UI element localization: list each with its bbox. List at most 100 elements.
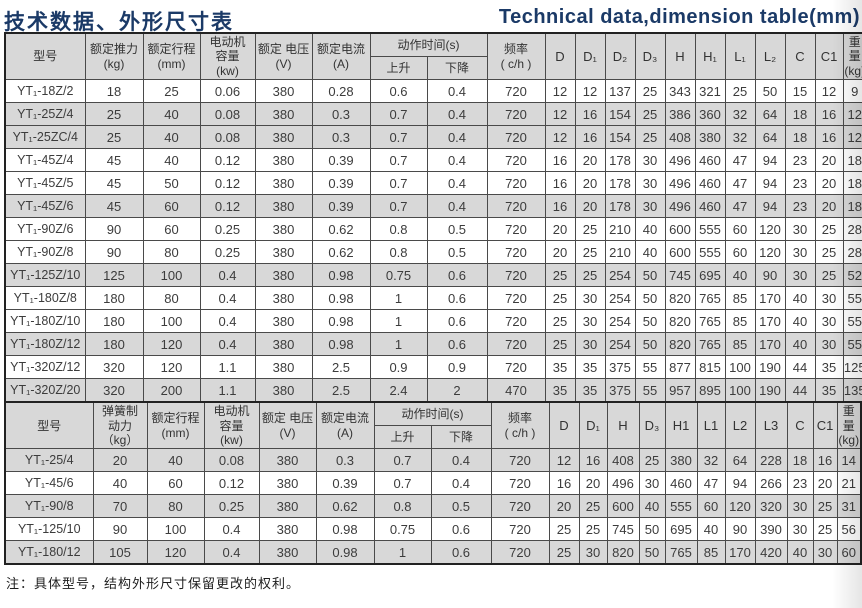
- col-header-fall: 下降: [426, 56, 488, 81]
- table-cell: 16: [548, 471, 580, 496]
- table-cell: 0.9: [369, 355, 428, 380]
- table-cell: 0.98: [315, 540, 375, 565]
- table-cell: 25: [638, 448, 666, 473]
- table-cell: 820: [606, 540, 640, 565]
- model-cell: YT₁-45Z/5: [4, 171, 86, 196]
- table-cell: 496: [664, 148, 696, 173]
- table-cell: 55: [842, 332, 862, 357]
- table-cell: 30: [784, 217, 816, 242]
- table-cell: 380: [254, 217, 313, 242]
- table-cell: 0.25: [203, 494, 260, 519]
- table-cell: 600: [664, 217, 696, 242]
- table-cell: 386: [664, 102, 696, 127]
- table-cell: 720: [486, 332, 546, 357]
- table-cell: 380: [254, 125, 313, 150]
- table-cell: 0.12: [203, 471, 260, 496]
- table-cell: 25: [544, 286, 576, 311]
- table-cell: 20: [544, 240, 576, 265]
- table-cell: 0.12: [199, 171, 256, 196]
- table-cell: 100: [142, 309, 201, 334]
- table-cell: 25: [814, 263, 844, 288]
- col-header-weight: 重量 (kg): [842, 32, 862, 81]
- table-cell: 94: [754, 194, 786, 219]
- table-cell: 0.6: [426, 309, 488, 334]
- table-cell: 32: [724, 125, 756, 150]
- col-header-dim-l2: L2: [724, 401, 756, 450]
- table-cell: 695: [664, 517, 698, 542]
- table-cell: 30: [786, 494, 814, 519]
- table-cell: 380: [694, 125, 726, 150]
- table-cell: 25: [578, 494, 608, 519]
- table-cell: 0.4: [430, 448, 492, 473]
- table-cell: 25: [634, 125, 666, 150]
- table-cell: 380: [254, 194, 313, 219]
- table-cell: 12: [544, 125, 576, 150]
- table-cell: 100: [724, 355, 756, 380]
- table-row: YT₁-125Z/10 125 100 0.4 380 0.98 0.75 0.6 720 25 2…: [4, 263, 862, 288]
- table-cell: 0.7: [369, 171, 428, 196]
- table-cell: 380: [254, 355, 313, 380]
- table-cell: 120: [146, 540, 205, 565]
- table-cell: 35: [544, 355, 576, 380]
- table-cell: 408: [606, 448, 640, 473]
- table-cell: 90: [84, 240, 144, 265]
- table-cell: 180: [84, 332, 144, 357]
- table-cell: 90: [92, 517, 148, 542]
- col-header-action-time: 动作时间(s): [369, 32, 488, 58]
- model-cell: YT₁-90Z/8: [4, 240, 86, 265]
- col-header-stroke: 额定行程 (mm): [142, 32, 201, 81]
- table-cell: 190: [754, 355, 786, 380]
- table-cell: 420: [754, 540, 788, 565]
- table-cell: 45: [84, 194, 144, 219]
- table-row: YT₁-18Z/2 18 25 0.06 380 0.28 0.6 0.4 720 12 12 137…: [4, 79, 862, 104]
- col-header-model: 型号: [4, 32, 86, 81]
- table-cell: 15: [784, 79, 816, 104]
- table-cell: 120: [142, 332, 201, 357]
- table-cell: 0.25: [199, 217, 256, 242]
- table-cell: 50: [634, 309, 666, 334]
- table-row: YT₁-320Z/20 320 200 1.1 380 2.5 2.4 2 470 35 35 375…: [4, 378, 862, 403]
- table-cell: 0.98: [311, 309, 371, 334]
- table-cell: 180: [84, 309, 144, 334]
- table-cell: 18: [784, 102, 816, 127]
- table-cell: 40: [724, 263, 756, 288]
- table-cell: 20: [92, 448, 148, 473]
- col-header-dim-d3: D₃: [638, 401, 666, 450]
- table-cell: 30: [784, 263, 816, 288]
- table-cell: 25: [544, 309, 576, 334]
- table-cell: 0.7: [369, 148, 428, 173]
- table-cell: 0.4: [203, 540, 260, 565]
- table-cell: 720: [490, 471, 550, 496]
- table-cell: 20: [814, 194, 844, 219]
- table-cell: 12: [548, 448, 580, 473]
- table-cell: 30: [634, 171, 666, 196]
- col-header-model: 型号: [4, 401, 94, 450]
- table-cell: 0.39: [311, 148, 371, 173]
- table-cell: 0.98: [311, 332, 371, 357]
- table-cell: 18: [842, 171, 862, 196]
- model-cell: YT₁-90Z/6: [4, 217, 86, 242]
- col-header-dim-l1: L₁: [724, 32, 756, 81]
- table-cell: 25: [84, 125, 144, 150]
- table-cell: 94: [724, 471, 756, 496]
- table-cell: 1: [369, 332, 428, 357]
- table-cell: 40: [146, 448, 205, 473]
- table-cell: 25: [724, 79, 756, 104]
- table-cell: 12: [574, 79, 606, 104]
- col-header-fall: 下降: [430, 425, 492, 450]
- table-cell: 47: [724, 148, 756, 173]
- table-cell: 64: [754, 125, 786, 150]
- table-cell: 0.98: [315, 517, 375, 542]
- table-cell: 720: [490, 540, 550, 565]
- table-cell: 460: [694, 194, 726, 219]
- table-cell: 28: [842, 217, 862, 242]
- table-cell: 695: [694, 263, 726, 288]
- table-cell: 0.4: [426, 79, 488, 104]
- table-cell: 50: [638, 540, 666, 565]
- table-cell: 0.25: [199, 240, 256, 265]
- model-cell: YT₁-320Z/12: [4, 355, 86, 380]
- col-header-dim-d1: D₁: [574, 32, 606, 81]
- table-cell: 0.08: [199, 125, 256, 150]
- col-header-voltage: 额定 电压 (V): [254, 32, 313, 81]
- table-cell: 21: [836, 471, 862, 496]
